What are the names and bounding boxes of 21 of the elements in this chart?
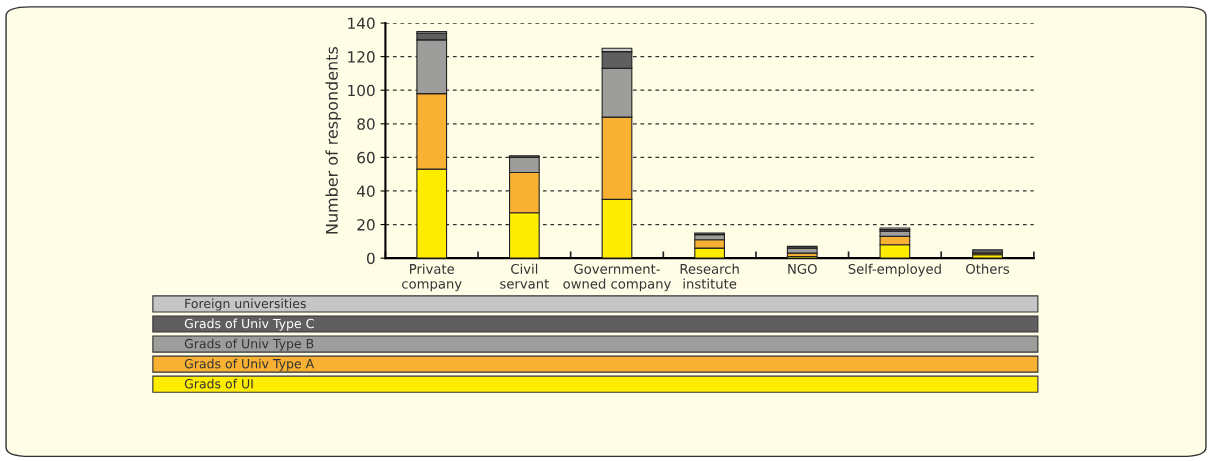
text: Foreign universities — [185, 298, 306, 311]
y-axis-title: Number of respondents — [325, 47, 341, 234]
y-tick-label: 140 — [348, 17, 375, 30]
y-tick-label: 0 — [366, 252, 375, 265]
x-tick-label: NGO — [788, 263, 817, 274]
x-tick-label: Others — [966, 263, 1010, 274]
text: Grads of Univ Type B — [184, 338, 314, 351]
x-tick-label: Civil servant — [500, 263, 549, 289]
y-tick-label: 20 — [357, 219, 375, 231]
x-tick-label: Government- owned company — [563, 263, 671, 292]
text: Grads of Univ Type C — [184, 318, 314, 331]
x-tick-label: Self-employed — [848, 263, 941, 277]
y-tick-label: 80 — [357, 118, 375, 130]
x-tick-label: Private company — [402, 263, 462, 292]
text: Grads of Univ Type A — [184, 358, 315, 371]
x-tick-label: Research institute — [680, 263, 739, 289]
y-tick-label: 120 — [348, 51, 375, 63]
y-tick-label: 40 — [357, 185, 375, 198]
y-tick-label: 100 — [348, 84, 375, 97]
y-tick-label: 60 — [357, 151, 375, 164]
text: Grads of UI — [184, 378, 253, 389]
